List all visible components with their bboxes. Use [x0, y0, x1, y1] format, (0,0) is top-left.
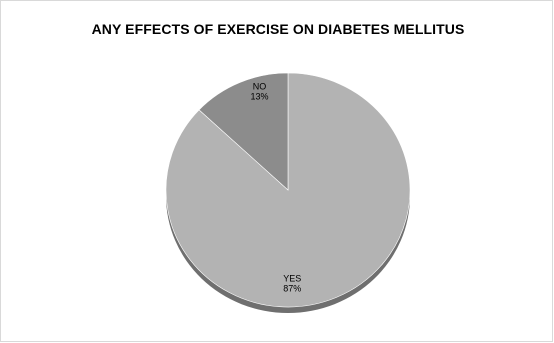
pie-slices [165, 72, 411, 308]
slice-value-no: 13% [251, 91, 269, 101]
chart-title: ANY EFFECTS OF EXERCISE ON DIABETES MELL… [91, 21, 465, 37]
slice-label-yes: YES [283, 273, 301, 283]
pie-slice-no [198, 72, 289, 191]
slice-label-no: NO [253, 81, 267, 91]
slice-value-yes: 87% [283, 283, 301, 293]
